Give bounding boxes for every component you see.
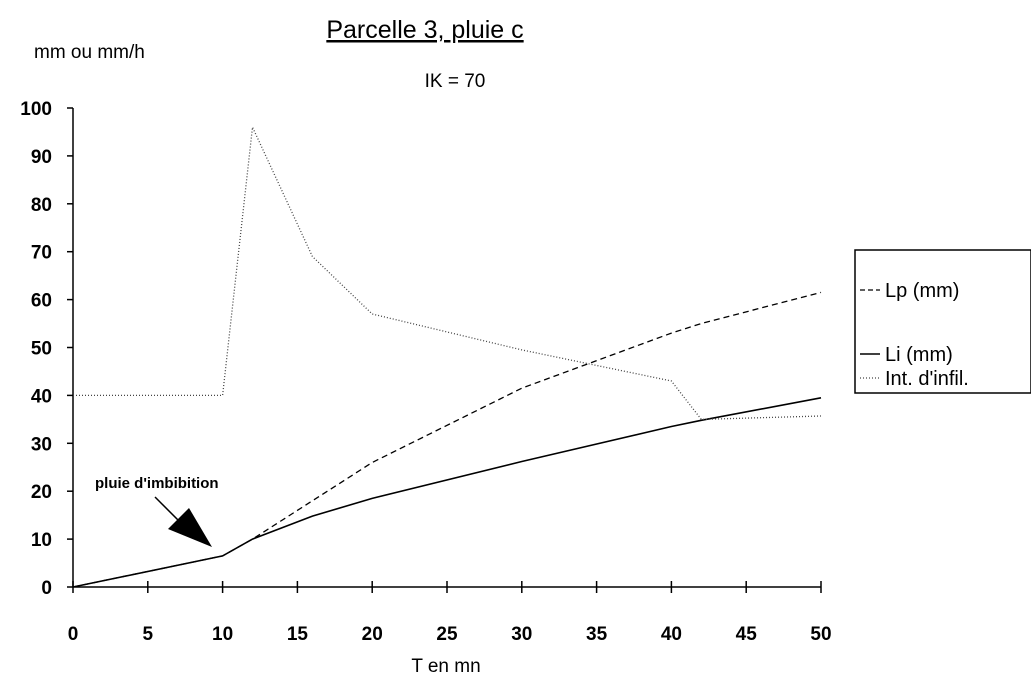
x-tick-label: 5	[143, 624, 154, 645]
y-tick-label: 100	[20, 99, 52, 120]
y-tick-label: 80	[31, 195, 52, 216]
annotation-text: pluie d'imbibition	[95, 475, 219, 492]
series-lp-line	[72, 291, 822, 588]
y-axis-label: mm ou mm/h	[34, 42, 145, 63]
y-tick-label: 70	[31, 243, 52, 264]
y-tick-label: 90	[31, 147, 52, 168]
series-infiltration-line	[73, 124, 822, 421]
chart-title: Parcelle 3, pluie c	[326, 16, 523, 44]
x-tick-label: 0	[68, 624, 79, 645]
y-tick-label: 40	[31, 386, 52, 407]
legend: Lp (mm) Li (mm) Int. d'infil.	[854, 249, 1031, 394]
y-tick-label: 60	[31, 291, 52, 312]
x-tick-label: 35	[586, 624, 608, 645]
x-tick-label: 30	[511, 624, 532, 645]
series-li-line	[72, 397, 822, 588]
chart-subtitle: IK = 70	[425, 71, 486, 92]
legend-box	[854, 249, 1031, 394]
y-tick-label: 50	[31, 339, 52, 360]
x-tick-label: 45	[736, 624, 758, 645]
annotation: pluie d'imbibition	[95, 475, 219, 547]
legend-label-lp: Lp (mm)	[885, 280, 959, 302]
y-tick-label: 0	[41, 578, 52, 599]
legend-label-infil: Int. d'infil.	[885, 368, 969, 390]
x-tick-label: 25	[436, 624, 458, 645]
x-tick-label: 50	[810, 624, 831, 645]
x-tick-label: 15	[287, 624, 309, 645]
annotation-arrow-head	[168, 508, 212, 547]
x-tick-label: 20	[362, 624, 383, 645]
x-tick-label: 10	[212, 624, 233, 645]
x-tick-label: 40	[661, 624, 682, 645]
y-tick-label: 10	[31, 530, 52, 551]
x-axis-label: T en mn	[411, 656, 480, 677]
y-tick-label: 20	[31, 482, 52, 503]
legend-label-li: Li (mm)	[885, 344, 953, 366]
y-tick-label: 30	[31, 434, 52, 455]
